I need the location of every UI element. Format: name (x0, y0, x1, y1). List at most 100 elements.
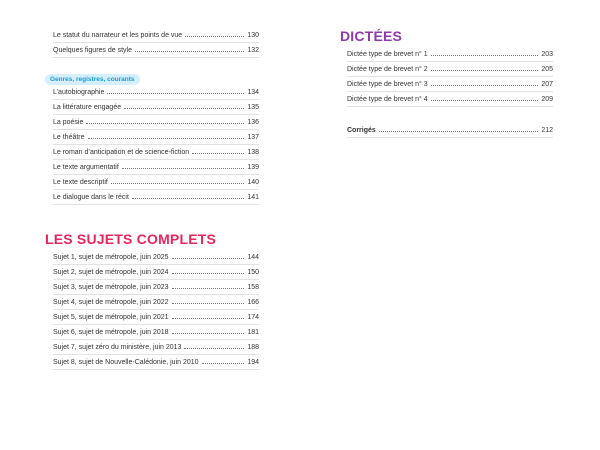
toc-entry[interactable]: Sujet 7, sujet zéro du ministère, juin 2… (53, 340, 259, 355)
entry-page: 138 (247, 149, 259, 156)
entry-label: La littérature engagée (53, 104, 122, 111)
leader-dots (86, 123, 245, 124)
genres-list: L’autobiographie 134 La littérature engagé… (53, 85, 259, 205)
toc-entry[interactable]: Quelques figures de style 132 (53, 43, 259, 58)
leader-dots (171, 318, 245, 319)
entry-page: 207 (541, 81, 553, 88)
entry-page: 188 (247, 344, 259, 351)
leader-dots (430, 100, 539, 101)
entry-page: 203 (541, 51, 553, 58)
leader-dots (171, 273, 245, 274)
genres-section-label: Genres, registres, courants (45, 68, 140, 86)
entry-label: Sujet 5, sujet de métropole, juin 2021 (53, 314, 169, 321)
corriges-list: Corrigés 212 (347, 123, 553, 138)
toc-entry[interactable]: Dictée type de brevet n° 3 207 (347, 77, 553, 92)
entry-label: Le dialogue dans le récit (53, 194, 129, 201)
entry-page: 134 (247, 89, 259, 96)
toc-entry[interactable]: Dictée type de brevet n° 2 205 (347, 62, 553, 77)
toc-entry[interactable]: Corrigés 212 (347, 123, 553, 138)
entry-page: 137 (247, 134, 259, 141)
toc-entry[interactable]: Sujet 5, sujet de métropole, juin 2021 17… (53, 310, 259, 325)
entry-label: Le texte descriptif (53, 179, 108, 186)
toc-entry[interactable]: La poésie 136 (53, 115, 259, 130)
entry-label: L’autobiographie (53, 89, 105, 96)
toc-entry[interactable]: L’autobiographie 134 (53, 85, 259, 100)
leader-dots (201, 363, 245, 364)
toc-entry[interactable]: Dictée type de brevet n° 4 209 (347, 92, 553, 107)
entry-label: Sujet 8, sujet de Nouvelle-Calédonie, ju… (53, 359, 199, 366)
leader-dots (378, 131, 539, 132)
entry-page: 212 (541, 127, 553, 134)
toc-entry[interactable]: Le statut du narrateur et les points de … (53, 28, 259, 43)
entry-label: Dictée type de brevet n° 3 (347, 81, 428, 88)
entry-page: 181 (247, 329, 259, 336)
entry-page: 174 (247, 314, 259, 321)
leader-dots (430, 55, 539, 56)
leader-dots (171, 288, 245, 289)
leader-dots (110, 183, 245, 184)
entry-label: Sujet 4, sujet de métropole, juin 2022 (53, 299, 169, 306)
dictees-list: Dictée type de brevet n° 1 203 Dictée type… (347, 47, 553, 107)
toc-entry[interactable]: Sujet 6, sujet de métropole, juin 2018 18… (53, 325, 259, 340)
entry-page: 132 (247, 47, 259, 54)
entry-label: Sujet 1, sujet de métropole, juin 2025 (53, 254, 169, 261)
entry-page: 136 (247, 119, 259, 126)
leader-dots (121, 168, 245, 169)
entry-label: Sujet 7, sujet zéro du ministère, juin 2… (53, 344, 182, 351)
entry-page: 194 (247, 359, 259, 366)
entry-page: 135 (247, 104, 259, 111)
toc-entry[interactable]: Le dialogue dans le récit 141 (53, 190, 259, 205)
entry-label: Sujet 6, sujet de métropole, juin 2018 (53, 329, 169, 336)
leader-dots (430, 85, 539, 86)
genres-pill: Genres, registres, courants (45, 74, 140, 85)
entry-label: Dictée type de brevet n° 2 (347, 66, 428, 73)
leader-dots (185, 36, 245, 37)
leader-dots (87, 138, 245, 139)
leader-dots (171, 333, 245, 334)
toc-entry[interactable]: Sujet 3, sujet de métropole, juin 2023 15… (53, 280, 259, 295)
entry-page: 141 (247, 194, 259, 201)
entry-label: Dictée type de brevet n° 1 (347, 51, 428, 58)
entry-page: 150 (247, 269, 259, 276)
entry-page: 144 (247, 254, 259, 261)
entry-label: Le statut du narrateur et les points de … (53, 32, 183, 39)
entry-page: 205 (541, 66, 553, 73)
entry-label: Dictée type de brevet n° 4 (347, 96, 428, 103)
leader-dots (192, 153, 245, 154)
leader-dots (430, 70, 539, 71)
toc-entry[interactable]: Dictée type de brevet n° 1 203 (347, 47, 553, 62)
entry-label: Sujet 3, sujet de métropole, juin 2023 (53, 284, 169, 291)
entry-page: 130 (247, 32, 259, 39)
toc-entry[interactable]: Sujet 8, sujet de Nouvelle-Calédonie, ju… (53, 355, 259, 370)
dictees-title: DICTÉES (340, 28, 403, 44)
leader-dots (131, 198, 245, 199)
entry-page: 166 (247, 299, 259, 306)
leader-dots (124, 108, 245, 109)
toc-entry[interactable]: Le texte descriptif 140 (53, 175, 259, 190)
leader-dots (107, 93, 245, 94)
toc-entry[interactable]: Le roman d’anticipation et de science-fi… (53, 145, 259, 160)
sujets-list: Sujet 1, sujet de métropole, juin 2025 14… (53, 250, 259, 370)
entry-label: Le texte argumentatif (53, 164, 119, 171)
entry-label: Le théâtre (53, 134, 85, 141)
entry-label: Corrigés (347, 127, 376, 134)
entry-label: La poésie (53, 119, 84, 126)
toc-entry[interactable]: Sujet 2, sujet de métropole, juin 2024 15… (53, 265, 259, 280)
entry-page: 209 (541, 96, 553, 103)
toc-entry[interactable]: La littérature engagée 135 (53, 100, 259, 115)
leader-dots (171, 303, 245, 304)
entry-label: Le roman d’anticipation et de science-fi… (53, 149, 190, 156)
entry-page: 140 (247, 179, 259, 186)
leader-dots (135, 51, 245, 52)
left-top-list: Le statut du narrateur et les points de … (53, 28, 259, 58)
toc-entry[interactable]: Le texte argumentatif 139 (53, 160, 259, 175)
toc-entry[interactable]: Sujet 1, sujet de métropole, juin 2025 14… (53, 250, 259, 265)
toc-entry[interactable]: Sujet 4, sujet de métropole, juin 2022 16… (53, 295, 259, 310)
sujets-title: LES SUJETS COMPLETS (45, 231, 217, 247)
toc-entry[interactable]: Le théâtre 137 (53, 130, 259, 145)
leader-dots (184, 348, 245, 349)
entry-page: 158 (247, 284, 259, 291)
leader-dots (171, 258, 245, 259)
entry-label: Sujet 2, sujet de métropole, juin 2024 (53, 269, 169, 276)
entry-page: 139 (247, 164, 259, 171)
